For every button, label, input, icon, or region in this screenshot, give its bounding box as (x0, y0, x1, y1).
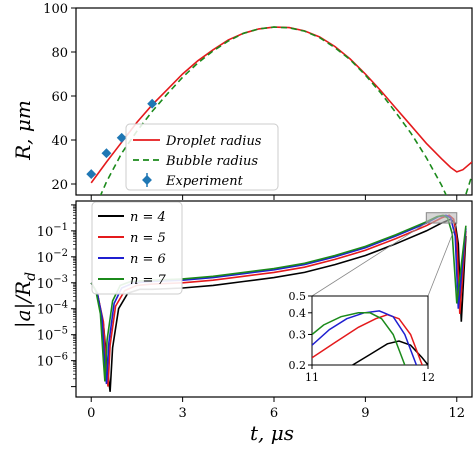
top-plot-area (86, 26, 472, 195)
legend-label: Bubble radius (165, 154, 258, 169)
top-legend-box (125, 123, 279, 191)
bottom-ytick-label: 10−3 (37, 274, 68, 292)
zoom-connector (427, 222, 458, 297)
experiment-point (101, 148, 112, 159)
top-ytick-label-100: 100 (43, 2, 68, 17)
inset-plot-area (312, 310, 428, 365)
inset-ytick-label: 0.4 (289, 307, 307, 320)
bottom-ytick-label: 10−1 (37, 222, 68, 240)
bottom-xtick-label-6: 6 (270, 406, 278, 421)
legend-label: n = 6 (130, 252, 166, 267)
top-panel: 20 40 60 80 100 Droplet radius Bubble radius Ex… (43, 2, 473, 200)
inset-series-n=5 (312, 313, 423, 365)
bottom-ytick-label: 10−2 (37, 248, 68, 266)
bottom-ytick-label: 10−4 (37, 300, 68, 318)
top-ytick-label-60: 60 (51, 90, 68, 105)
bottom-xlabel: t, μs (250, 421, 294, 445)
inset-series-n=4 (352, 340, 428, 365)
legend-label: Experiment (165, 174, 244, 189)
zoom-connector (311, 222, 427, 297)
top-ytick-label-40: 40 (51, 134, 68, 149)
bottom-ylabel-sub: d (23, 272, 39, 281)
experiment-point (116, 132, 127, 143)
experiment-point (86, 169, 97, 180)
inset-ytick-label: 0.3 (289, 328, 307, 341)
bottom-xtick-label-12: 12 (448, 406, 465, 421)
inset-ytick-label: 0.2 (289, 359, 307, 372)
bottom-ytick-label: 10−6 (37, 352, 68, 370)
bottom-xlabel-main: t, (250, 421, 271, 445)
top-ytick-label-20: 20 (51, 178, 68, 193)
experiment-legend-marker (142, 175, 152, 185)
bottom-xtick-label-9: 9 (361, 406, 369, 421)
bottom-legend: n = 4 n = 5 n = 6 n = 7 (91, 201, 183, 295)
top-legend: Droplet radius Bubble radius Experiment (125, 123, 279, 191)
inset-xtick-label: 11 (305, 371, 319, 384)
inset-frame (311, 295, 429, 366)
droplet-radius-line (90, 26, 472, 184)
bubble-radius-line (99, 26, 472, 195)
bottom-ylabel: |a|/Rd (11, 272, 39, 328)
top-ytick-label-80: 80 (51, 46, 68, 61)
inset-series-n=6 (312, 310, 418, 365)
inset-axes: 0.2 0.3 0.4 0.5 11 12 (289, 290, 436, 384)
bottom-ylabel-main: |a|/R (11, 281, 36, 328)
bottom-xtick-label-0: 0 (87, 406, 95, 421)
legend-label: Droplet radius (165, 134, 262, 149)
bottom-panel: 10−6 10−5 10−4 10−3 10−2 10−1 0 3 6 9 12 n = 4 n = 5… (37, 200, 473, 421)
top-ylabel-main: R, (11, 132, 35, 161)
inset-ytick-label: 0.5 (289, 290, 307, 303)
legend-label: n = 5 (130, 231, 166, 246)
zoom-region (425, 212, 458, 224)
bottom-ytick-label: 10−5 (37, 326, 68, 344)
bottom-xlabel-unit: μs (271, 421, 294, 445)
experiment-point (147, 98, 158, 109)
legend-label: n = 4 (130, 210, 166, 225)
legend-label: n = 7 (130, 273, 167, 288)
top-ylabel: R, μm (11, 100, 35, 161)
bottom-xtick-label-3: 3 (178, 406, 186, 421)
inset-series-n=7 (312, 312, 406, 365)
bottom-legend-box (91, 201, 183, 295)
top-ylabel-unit: μm (11, 100, 35, 132)
inset-xtick-label: 12 (421, 371, 435, 384)
